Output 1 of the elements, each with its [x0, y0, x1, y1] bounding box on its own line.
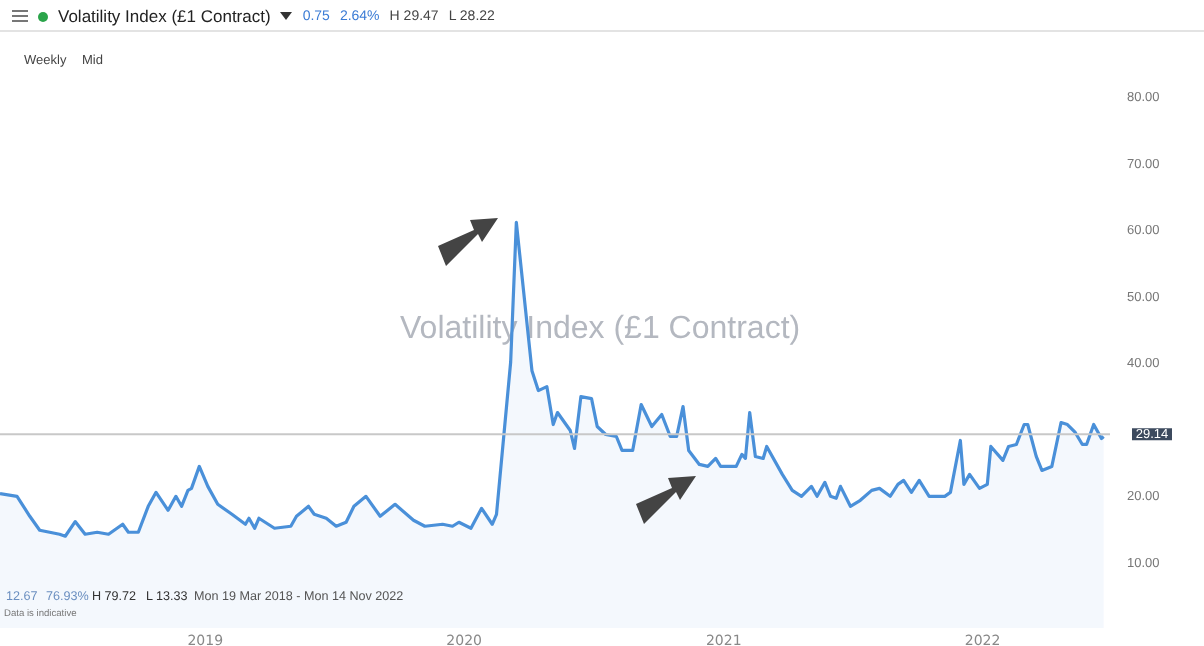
chart-title: Volatility Index (£1 Contract) [58, 6, 271, 26]
